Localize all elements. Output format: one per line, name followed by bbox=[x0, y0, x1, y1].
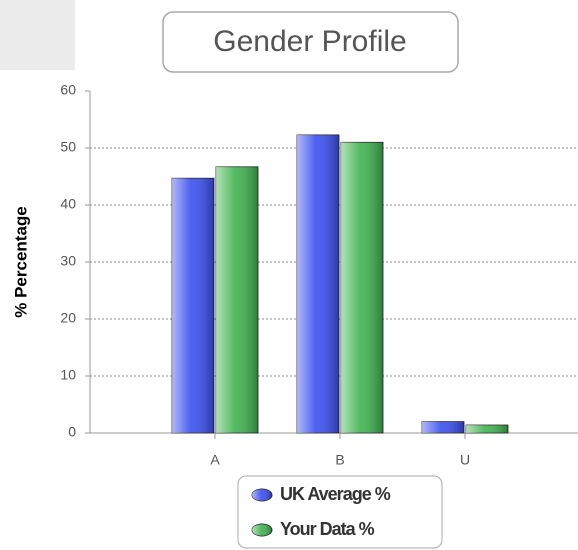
bar-shine bbox=[216, 166, 258, 433]
bar-shine bbox=[297, 134, 339, 433]
bar-shine bbox=[172, 178, 214, 433]
bar-shine bbox=[466, 425, 508, 433]
title-box bbox=[162, 11, 459, 73]
legend-swatch-shine bbox=[252, 489, 272, 501]
y-tick-label: 40 bbox=[60, 196, 76, 212]
bar-shine bbox=[341, 142, 383, 434]
legend-swatch-shine bbox=[252, 524, 272, 536]
y-tick-label: 60 bbox=[60, 82, 76, 98]
y-tick-label: 0 bbox=[68, 424, 76, 440]
y-tick-label: 10 bbox=[60, 367, 76, 383]
legend-label: UK Average % bbox=[280, 484, 391, 504]
bar-shine bbox=[422, 421, 464, 433]
x-tick-label: B bbox=[335, 452, 344, 468]
x-tick-label: U bbox=[460, 452, 470, 468]
y-tick-label: 50 bbox=[60, 139, 76, 155]
y-tick-label: 30 bbox=[60, 253, 76, 269]
legend-label: Your Data % bbox=[280, 519, 375, 539]
chart-title: Gender Profile bbox=[213, 25, 406, 58]
legend-box bbox=[237, 475, 443, 549]
x-tick-label: A bbox=[210, 452, 220, 468]
corner-panel bbox=[0, 0, 75, 70]
y-axis-label: % Percentage bbox=[11, 206, 30, 318]
y-tick-label: 20 bbox=[60, 310, 76, 326]
